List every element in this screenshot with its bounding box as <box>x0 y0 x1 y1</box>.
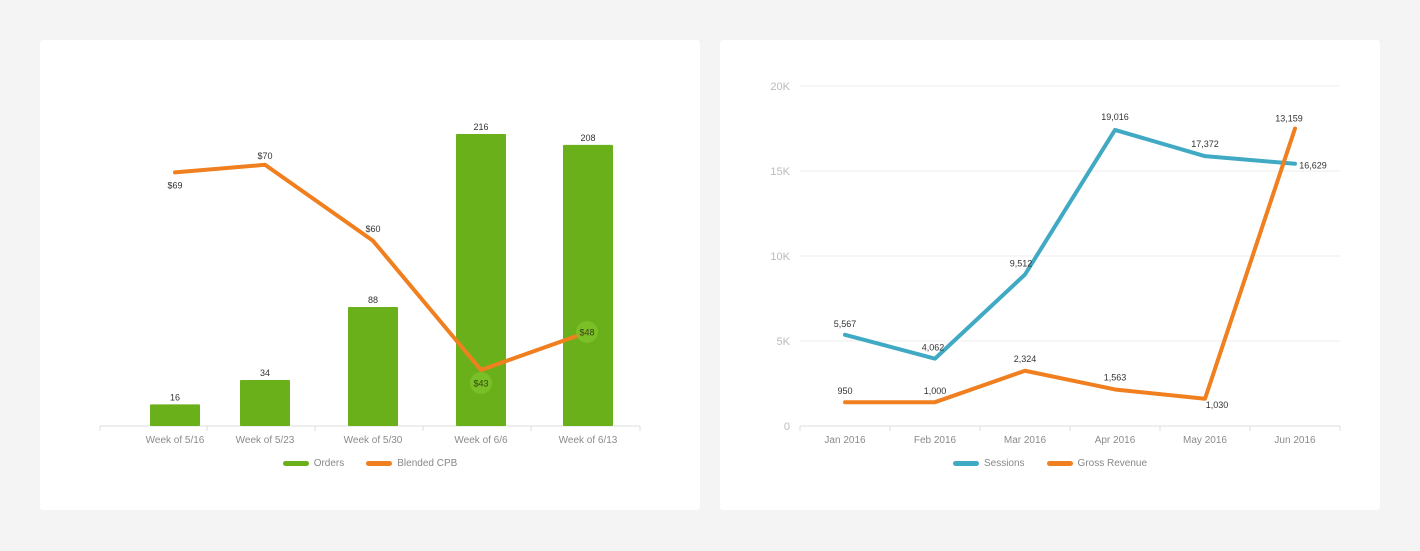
sessions-revenue-legend: Sessions Gross Revenue <box>720 458 1380 469</box>
x-tick-label: Mar 2016 <box>1004 435 1047 446</box>
cpb-point-label: $70 <box>257 151 272 161</box>
gross-revenue-point-label: 2,324 <box>1014 354 1037 364</box>
gross-revenue-point-label: 1,563 <box>1104 372 1127 382</box>
orders-bar <box>348 307 398 426</box>
x-tick-label: Week of 6/13 <box>559 435 618 446</box>
sessions-revenue-chart: 0 5K 10K 15K 20K Jan 2016 Feb 2016 Mar 2016 Apr … <box>770 81 1341 446</box>
y-tick-label: 15K <box>770 166 790 178</box>
cpb-point-label: $60 <box>365 224 380 234</box>
orders-bar-label: 216 <box>473 122 488 132</box>
x-tick-label: Week of 5/16 <box>146 435 205 446</box>
sessions-line <box>843 127 1297 361</box>
orders-bar-label: 88 <box>368 295 378 305</box>
sessions-revenue-legend-swatch-1 <box>1046 461 1073 466</box>
x-tick-label: Apr 2016 <box>1095 435 1136 446</box>
sessions-point-label: 4,062 <box>922 343 945 353</box>
cpb-point-label: $43 <box>473 379 488 389</box>
orders-cpb-legend-swatch-0 <box>282 461 309 466</box>
x-tick-label: Jun 2016 <box>1274 435 1316 446</box>
orders-bar <box>563 144 613 426</box>
gross-revenue-point-label: 1,030 <box>1206 400 1229 410</box>
orders-cpb-legend-label-1: Blended CPB <box>397 458 458 469</box>
gross-revenue-point-label: 13,159 <box>1275 114 1303 124</box>
orders-bar-label: 16 <box>170 392 180 402</box>
gross-revenue-point-label: 1,000 <box>924 386 947 396</box>
sessions-revenue-legend-item-1[interactable]: Gross Revenue <box>1046 458 1148 469</box>
sessions-revenue-legend-label-0: Sessions <box>983 458 1025 469</box>
cpb-point-label: $69 <box>167 180 182 190</box>
sessions-point-label: 5,567 <box>834 319 857 329</box>
x-tick-label: Week of 6/6 <box>454 435 508 446</box>
orders-cpb-chart-card: Week of 5/16 Week of 5/23 Week of 5/30 Week… <box>40 40 700 510</box>
sessions-point-label: 9,512 <box>1010 258 1033 268</box>
sessions-point-label: 19,016 <box>1101 112 1129 122</box>
y-tick-label: 10K <box>770 251 790 263</box>
x-tick-label: May 2016 <box>1183 435 1227 446</box>
orders-cpb-legend-item-0[interactable]: Orders <box>282 458 345 469</box>
sessions-revenue-legend-item-0[interactable]: Sessions <box>952 458 1025 469</box>
x-tick-label: Feb 2016 <box>914 435 957 446</box>
gross-revenue-line <box>843 126 1297 405</box>
sessions-revenue-chart-card: 0 5K 10K 15K 20K Jan 2016 Feb 2016 Mar 2016 Apr … <box>720 40 1380 510</box>
sessions-revenue-legend-swatch-0 <box>952 461 979 466</box>
sessions-point-label: 17,372 <box>1191 139 1219 149</box>
sessions-point-label: 16,629 <box>1299 161 1327 171</box>
y-tick-label: 0 <box>784 421 790 433</box>
cpb-point-marker <box>576 321 598 343</box>
cpb-point-label: $48 <box>579 328 594 338</box>
y-tick-label: 20K <box>770 81 790 93</box>
sessions-revenue-legend-label-1: Gross Revenue <box>1077 458 1148 469</box>
x-tick-label: Jan 2016 <box>824 435 866 446</box>
cpb-line <box>173 162 590 372</box>
orders-cpb-chart: Week of 5/16 Week of 5/23 Week of 5/30 Week… <box>99 122 641 446</box>
orders-cpb-legend: Orders Blended CPB <box>40 458 700 469</box>
y-tick-label: 5K <box>777 336 791 348</box>
cpb-point-marker <box>470 372 492 394</box>
orders-bar-label: 208 <box>580 133 595 143</box>
orders-bar <box>150 404 200 426</box>
orders-cpb-legend-item-1[interactable]: Blended CPB <box>366 458 457 469</box>
x-tick-label: Week of 5/30 <box>344 435 403 446</box>
gross-revenue-point-label: 950 <box>837 386 852 396</box>
orders-bar-label: 34 <box>260 368 270 378</box>
x-tick-label: Week of 5/23 <box>236 435 295 446</box>
orders-bar <box>240 380 290 426</box>
orders-cpb-legend-label-0: Orders <box>313 458 345 469</box>
orders-cpb-legend-swatch-1 <box>366 461 393 466</box>
